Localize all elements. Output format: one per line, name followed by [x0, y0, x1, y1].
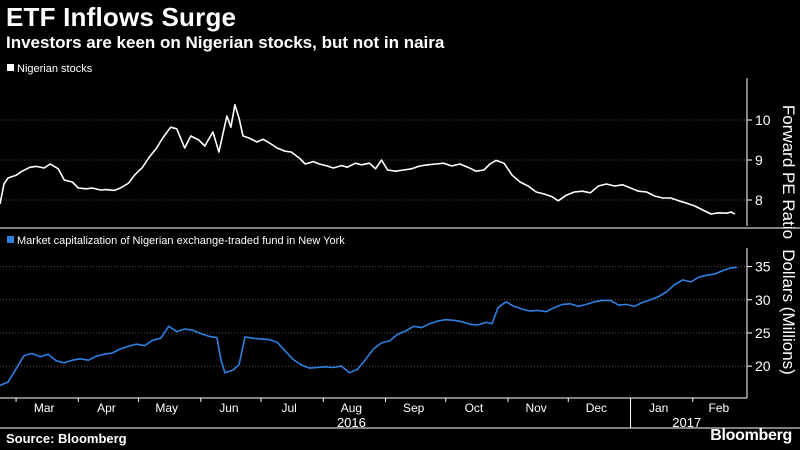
x-month-label: Jun: [219, 401, 238, 415]
bottom-legend-swatch: [7, 236, 14, 243]
bottom-panel: Market capitalization of Nigerian exchan…: [0, 235, 798, 398]
top-gridlines: [0, 119, 747, 201]
x-month-label: Jul: [281, 401, 296, 415]
x-month-label: Dec: [586, 401, 607, 415]
x-year-label: 2016: [337, 415, 366, 430]
x-month-label: Mar: [34, 401, 55, 415]
bottom-series-line: [0, 266, 738, 387]
source-note: Source: Bloomberg: [6, 431, 127, 446]
bottom-y-tick-label: 20: [755, 358, 771, 374]
top-y-axis-title: Forward PE Ratio: [779, 105, 798, 239]
x-year-label: 2017: [672, 415, 701, 430]
x-axis-ticks: Mar Apr May Jun Jul Aug Sep Oct Nov Dec Jan Feb 2016…: [15, 398, 730, 430]
top-y-tick-label: 8: [755, 192, 763, 208]
chart-title: ETF Inflows Surge: [6, 2, 237, 32]
bottom-y-tick-label: 25: [755, 325, 771, 341]
top-y-ticks: 8 9 10: [746, 78, 771, 226]
x-month-label: Oct: [465, 401, 484, 415]
bottom-y-tick-label: 30: [755, 292, 771, 308]
bottom-legend-label: Market capitalization of Nigerian exchan…: [17, 235, 345, 247]
top-series-line: [0, 104, 736, 215]
top-y-tick-label: 10: [755, 112, 771, 128]
x-month-label: Jan: [649, 401, 668, 415]
bottom-y-tick-label: 35: [755, 259, 771, 275]
chart-subtitle: Investors are keen on Nigerian stocks, b…: [6, 33, 445, 52]
top-y-tick-label: 9: [755, 152, 763, 168]
bloomberg-logo: Bloomberg: [710, 427, 792, 444]
top-panel: Nigerian stocks 8 9 10 Forward PE Ratio: [0, 63, 798, 239]
x-month-label: Feb: [709, 401, 730, 415]
bottom-y-axis-title: Dollars (Millions): [779, 249, 798, 375]
x-month-label: May: [155, 401, 178, 415]
x-month-label: Nov: [525, 401, 546, 415]
top-legend-label: Nigerian stocks: [17, 63, 93, 75]
x-month-label: Sep: [403, 401, 425, 415]
x-month-label: Apr: [97, 401, 116, 415]
x-month-label: Aug: [341, 401, 362, 415]
bottom-y-ticks: 20 25 30 35: [746, 248, 771, 398]
bottom-gridlines: [0, 266, 747, 367]
top-legend-swatch: [7, 64, 14, 71]
